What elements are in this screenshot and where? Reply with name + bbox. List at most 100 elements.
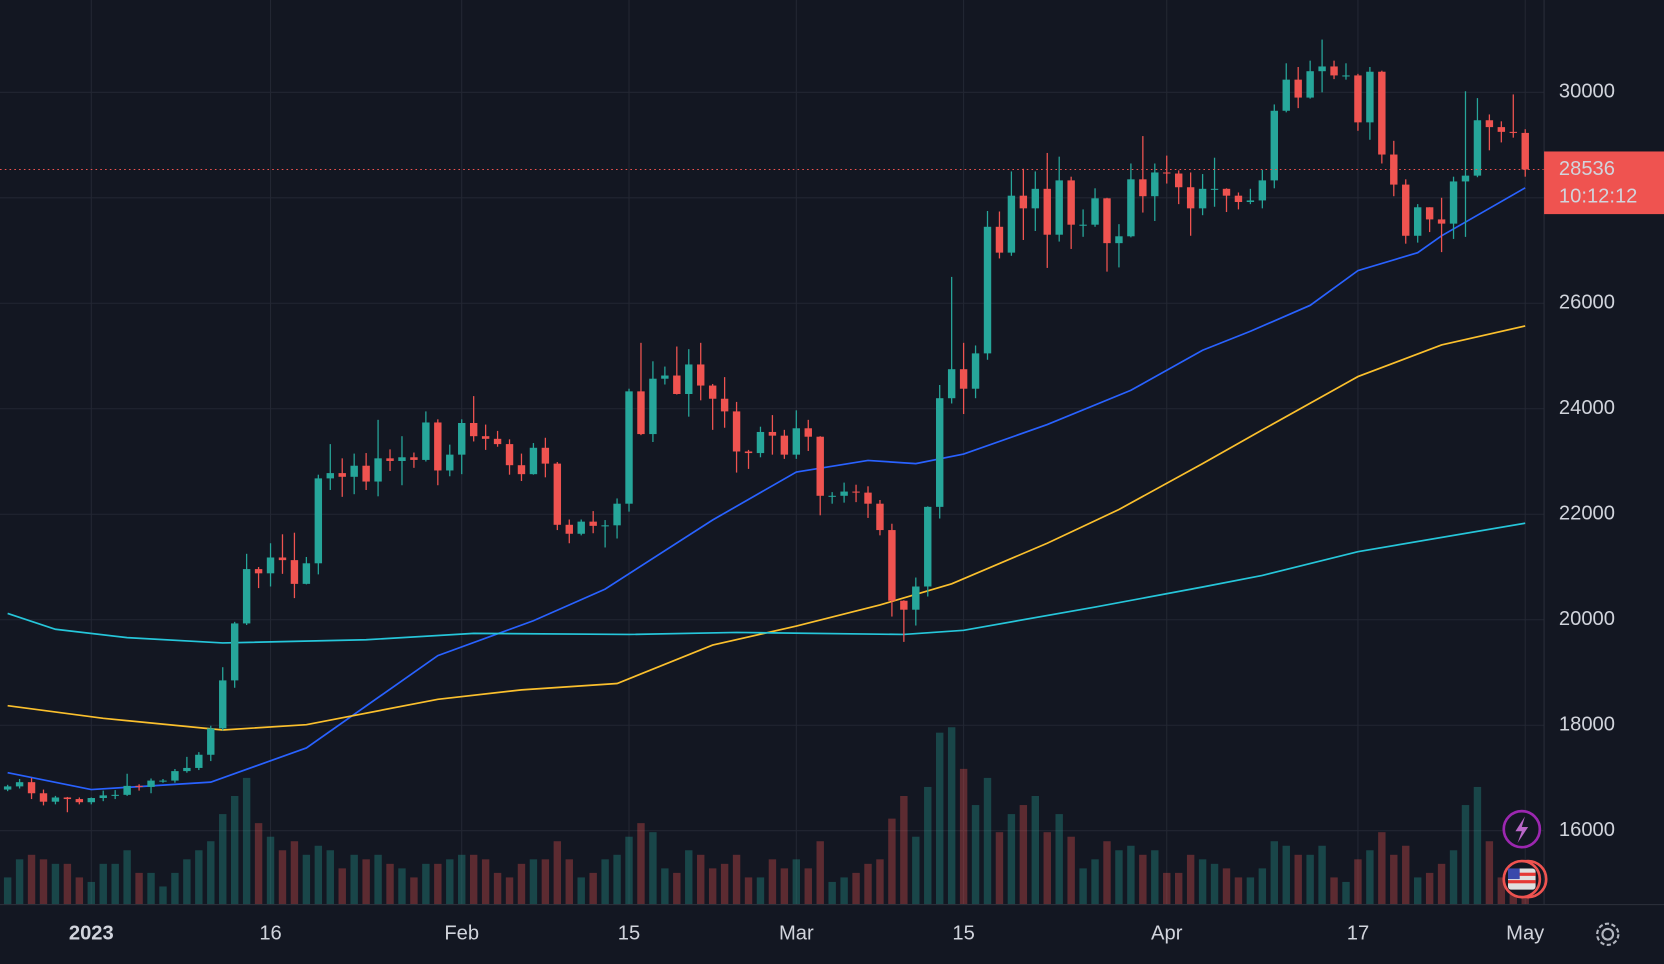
volume-bar [481, 859, 490, 905]
candle-body [374, 458, 382, 482]
candle-body [207, 728, 215, 755]
candle-body [183, 767, 191, 772]
candle-body [75, 799, 84, 803]
volume-bar [1091, 859, 1099, 905]
candle-body [1007, 195, 1016, 253]
volume-bar [1127, 845, 1135, 905]
candle-body [1306, 71, 1314, 98]
candle-body [290, 560, 299, 584]
volume-bar [1413, 877, 1422, 905]
candle-body [983, 226, 992, 354]
volume-bar [1425, 872, 1434, 905]
volume-bar [744, 877, 753, 905]
candle-body [1103, 198, 1111, 244]
volume-bar [350, 854, 358, 905]
countdown-label: 10:12:12 [1559, 185, 1637, 207]
volume-bar [971, 805, 980, 905]
candle-body [995, 226, 1004, 253]
volume-bar [936, 732, 944, 905]
volume-bar [1186, 854, 1195, 905]
volume-bar [278, 850, 287, 905]
candle-body [900, 600, 908, 610]
candle-body [1151, 172, 1159, 197]
volume-bar [1198, 859, 1207, 905]
x-tick-label: Feb [444, 923, 479, 945]
candle-body [553, 463, 562, 525]
candle-body [756, 431, 765, 454]
volume-bar [290, 841, 299, 905]
volume-bar [39, 859, 48, 905]
ma-line [7, 187, 1526, 791]
y-tick-label: 24000 [1559, 397, 1615, 419]
candle-body [852, 491, 860, 493]
volume-bar [326, 850, 334, 905]
candle-body [1521, 132, 1529, 170]
volume-bar [1151, 850, 1159, 905]
candle-body [458, 423, 466, 455]
volume-bar [266, 836, 275, 905]
candle-body [493, 438, 502, 445]
y-tick-label: 16000 [1559, 819, 1615, 841]
volume-bar [900, 796, 908, 905]
candle-body [1198, 188, 1207, 209]
volume-bar [183, 859, 191, 905]
candle-body [589, 521, 597, 526]
candle-body [87, 798, 95, 803]
lightning-icon[interactable] [1502, 809, 1542, 849]
volume-bar [1222, 868, 1231, 905]
volume-bar [135, 872, 143, 905]
volume-bar [876, 859, 884, 905]
volume-bar [529, 859, 538, 905]
volume-bar [947, 727, 956, 905]
candle-body [792, 428, 801, 455]
volume-bar [685, 850, 693, 905]
volume-bar [661, 868, 669, 905]
volume-bar [577, 877, 585, 905]
volume-bar [446, 859, 454, 905]
candle-body [1330, 66, 1338, 76]
volume-bar [1067, 836, 1075, 905]
volume-bar [207, 841, 215, 905]
volume-bar [386, 863, 394, 905]
candle-body [541, 447, 550, 464]
candle-body [326, 473, 334, 479]
candle-body [840, 491, 848, 496]
volume-bar [1007, 814, 1016, 905]
volume-bar [314, 845, 323, 905]
candle-body [1366, 71, 1374, 123]
volume-bar [1258, 868, 1267, 905]
volume-bar [1485, 841, 1494, 905]
volume-bar [637, 823, 645, 905]
volume-bar [852, 872, 860, 905]
volume-bar [458, 854, 466, 905]
candle-body [1509, 131, 1517, 133]
candle-body [481, 436, 490, 439]
candle-body [302, 563, 311, 584]
candle-body [780, 435, 789, 455]
candle-body [314, 478, 323, 564]
candle-body [804, 428, 812, 437]
volume-bar [613, 854, 621, 905]
candle-body [720, 398, 729, 412]
y-tick-label: 20000 [1559, 608, 1615, 630]
volume-bar [1390, 854, 1398, 905]
flag-icon[interactable] [1502, 859, 1548, 899]
settings-gear[interactable] [1596, 922, 1620, 946]
candle-body [266, 557, 275, 574]
candle-body [661, 375, 669, 379]
volume-bar [505, 877, 514, 905]
volume-bar [51, 863, 60, 905]
volume-bar [768, 859, 777, 905]
candle-body [1115, 236, 1123, 244]
volume-bar [230, 796, 239, 905]
candle-body [1174, 173, 1183, 188]
candle-body [637, 391, 645, 435]
volume-bar [792, 859, 801, 905]
candle-body [135, 785, 143, 787]
volume-bar [1378, 832, 1386, 905]
candle-body [350, 465, 358, 477]
candle-body [1043, 188, 1051, 235]
y-tick-label: 18000 [1559, 714, 1615, 736]
volume-bar [493, 872, 502, 905]
